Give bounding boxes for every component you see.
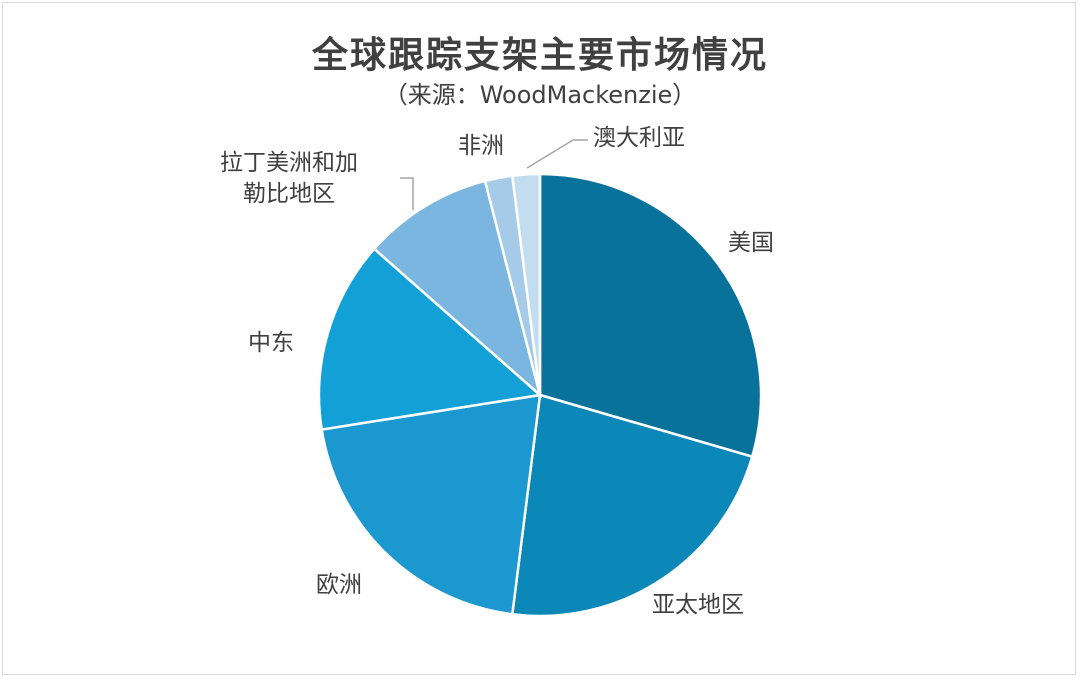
leader-line-4 — [400, 177, 414, 210]
chart-title: 全球跟踪支架主要市场情况 — [311, 35, 768, 76]
slice-1 — [510, 393, 754, 618]
slice-label-4: 拉丁美洲和加勒比地区 — [220, 150, 358, 207]
slice-label-5: 非洲 — [458, 133, 504, 159]
pie-leader-lines — [400, 139, 588, 210]
slice-label-2: 欧洲 — [316, 572, 362, 598]
slice-label-6: 澳大利亚 — [593, 125, 685, 151]
chart-subtitle: （来源：WoodMackenzie） — [383, 81, 697, 109]
slice-0 — [538, 172, 763, 459]
slice-label-0: 美国 — [728, 230, 774, 256]
slice-3 — [317, 247, 543, 432]
pie-slices — [317, 172, 763, 618]
leader-line-6 — [526, 139, 588, 169]
slice-2 — [320, 393, 542, 616]
slice-label-1: 亚太地区 — [652, 592, 744, 618]
slice-label-3: 中东 — [248, 330, 294, 356]
slice-6 — [510, 172, 542, 396]
